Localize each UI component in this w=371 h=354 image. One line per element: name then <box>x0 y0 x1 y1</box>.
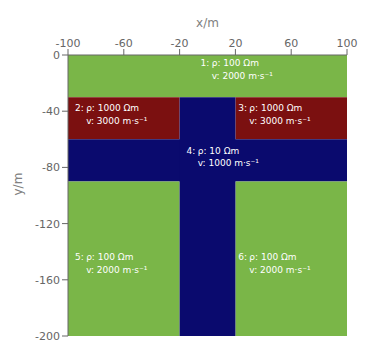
svg-text:y/m: y/m <box>11 173 25 196</box>
svg-text:ρ: 1000 Ωm: ρ: 1000 Ωm <box>249 103 302 113</box>
svg-text:3:: 3: <box>238 103 247 113</box>
svg-text:ρ: 100 Ωm: ρ: 100 Ωm <box>249 252 296 262</box>
svg-text:ρ: 1000 Ωm: ρ: 1000 Ωm <box>86 103 139 113</box>
svg-text:6:: 6: <box>238 252 247 262</box>
svg-text:2:: 2: <box>75 103 84 113</box>
svg-text:1:: 1: <box>201 58 210 68</box>
svg-text:ρ: 10 Ωm: ρ: 10 Ωm <box>198 146 240 156</box>
svg-text:v: 1000 m·s⁻¹: v: 1000 m·s⁻¹ <box>198 158 260 168</box>
svg-text:-160: -160 <box>35 274 60 287</box>
svg-text:ρ: 100 Ωm: ρ: 100 Ωm <box>86 252 133 262</box>
svg-text:v: 2000 m·s⁻¹: v: 2000 m·s⁻¹ <box>212 71 274 81</box>
svg-text:60: 60 <box>284 37 298 50</box>
svg-text:v: 2000 m·s⁻¹: v: 2000 m·s⁻¹ <box>86 265 148 275</box>
svg-text:100: 100 <box>337 37 358 50</box>
svg-text:-200: -200 <box>35 330 60 343</box>
svg-text:-80: -80 <box>42 161 60 174</box>
svg-text:-60: -60 <box>115 37 133 50</box>
svg-text:x/m: x/m <box>196 16 219 30</box>
svg-text:0: 0 <box>53 49 60 62</box>
svg-text:-120: -120 <box>35 218 60 231</box>
svg-text:-20: -20 <box>171 37 189 50</box>
svg-text:5:: 5: <box>75 252 84 262</box>
svg-text:20: 20 <box>228 37 242 50</box>
svg-text:ρ: 100 Ωm: ρ: 100 Ωm <box>212 58 259 68</box>
svg-text:v: 2000 m·s⁻¹: v: 2000 m·s⁻¹ <box>249 265 311 275</box>
svg-text:-100: -100 <box>55 37 81 50</box>
svg-text:v: 3000 m·s⁻¹: v: 3000 m·s⁻¹ <box>249 116 311 126</box>
svg-text:4:: 4: <box>187 146 196 156</box>
svg-text:v: 3000 m·s⁻¹: v: 3000 m·s⁻¹ <box>86 116 148 126</box>
svg-text:-40: -40 <box>42 105 60 118</box>
